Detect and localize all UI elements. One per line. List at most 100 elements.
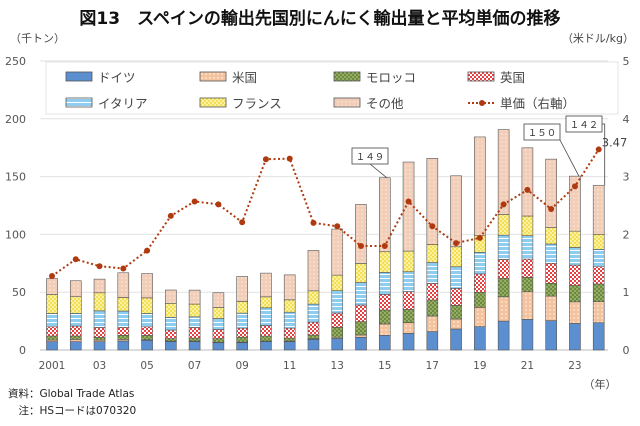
bar-segment: [236, 312, 248, 329]
y-tick-label: 100: [5, 228, 26, 241]
bar-segment: [545, 282, 557, 297]
bar-segment: [545, 320, 557, 351]
y2-tick-label: 4: [623, 113, 630, 126]
bar-segment: [93, 337, 106, 341]
bar-segment: [331, 290, 344, 314]
callout-box: [523, 123, 561, 141]
bar-segment: [355, 263, 367, 283]
bar-segment: [402, 322, 415, 334]
bar-segment: [355, 304, 367, 322]
bar-segment: [521, 147, 534, 217]
y-tick-label: 150: [5, 171, 26, 184]
bar-segment: [260, 307, 272, 326]
bar-segment: [355, 204, 367, 264]
price-point: [286, 155, 293, 162]
bar-segment: [545, 243, 557, 264]
y2-tick-label: 2: [623, 228, 630, 241]
bar-segment: [497, 278, 510, 298]
bar-segment: [307, 303, 320, 323]
legend-label: その他: [366, 96, 404, 111]
bar-segment: [426, 331, 439, 351]
x-tick-label: 05: [140, 360, 153, 372]
bar-segment: [450, 305, 462, 320]
bar-segment: [497, 234, 510, 260]
price-point: [548, 205, 555, 212]
bar-segment: [378, 309, 391, 325]
price-point: [571, 183, 578, 190]
bar-segment: [188, 341, 201, 351]
bar-segment: [497, 296, 510, 322]
legend-swatch: [467, 71, 495, 82]
bar-segment: [474, 292, 486, 308]
y2-tick-label: 0: [623, 344, 630, 357]
bar-segment: [283, 299, 296, 313]
bar-segment: [545, 262, 557, 284]
bar-segment: [426, 299, 439, 317]
bar-segment: [141, 339, 153, 351]
legend-swatch: [199, 71, 227, 82]
bar-segment: [497, 129, 510, 215]
bar-segment: [569, 285, 581, 303]
bar-segment: [260, 272, 272, 298]
bar-segment: [450, 328, 462, 351]
chart-title: 図13 スペインの輸出先国別にんにく輸出量と平均単価の推移: [79, 9, 561, 29]
bar-segment: [474, 136, 486, 236]
bar-segment: [592, 301, 605, 324]
bar-segment: [592, 233, 605, 250]
bar-segment: [331, 274, 344, 291]
bar-segment: [426, 283, 439, 301]
x-axis-label: （年）: [584, 377, 617, 391]
bar-segment: [69, 325, 82, 337]
bar-segment: [521, 277, 534, 293]
price-point: [96, 263, 103, 270]
bar-segment: [569, 301, 581, 324]
bar-segment: [69, 339, 82, 342]
bar-segment: [355, 282, 367, 306]
bar-segment: [355, 336, 367, 351]
bar-segment: [165, 329, 177, 339]
bar-segment: [188, 289, 201, 305]
bar-segment: [426, 262, 439, 284]
bar-segment: [592, 249, 605, 267]
bar-segment: [355, 334, 367, 338]
left-axis-unit: （千トン）: [10, 32, 65, 45]
bar-segment: [141, 313, 153, 328]
bar-segment: [212, 307, 225, 319]
bar-segment: [260, 335, 272, 342]
bar-segment: [307, 321, 320, 336]
bar-segment: [260, 325, 272, 337]
callout-leader: [369, 163, 388, 179]
price-point: [49, 273, 55, 280]
price-point: [262, 156, 269, 163]
price-point: [381, 242, 388, 249]
bar-segment: [378, 177, 391, 253]
bar-segment: [569, 323, 581, 351]
bar-segment: [378, 335, 391, 351]
bar-segment: [188, 303, 201, 318]
price-point: [595, 146, 602, 153]
x-tick-label: 15: [378, 360, 391, 372]
y-tick-label: 50: [12, 286, 26, 299]
price-point: [500, 201, 507, 208]
x-tick-label: 13: [331, 360, 344, 372]
bar-segment: [450, 318, 462, 330]
bar-segment: [521, 291, 534, 320]
bar-segment: [497, 320, 510, 351]
bar-segment: [331, 312, 344, 328]
footnote-source: 資料：Global Trade Atlas: [8, 388, 135, 400]
bar-segment: [93, 292, 106, 312]
bar-segment: [69, 335, 82, 340]
bar-segment: [212, 338, 225, 343]
callout-label: １４９: [356, 152, 385, 163]
bar-segment: [46, 294, 58, 314]
bar-segment: [165, 302, 177, 318]
bar-segment: [307, 290, 320, 305]
callout-label: １４２: [570, 120, 599, 131]
bar-segment: [46, 326, 58, 337]
bar-segment: [497, 214, 510, 236]
bar-segment: [283, 311, 296, 329]
legend-swatch: [65, 71, 93, 82]
bar-segment: [521, 258, 534, 278]
legend-label: フランス: [232, 96, 282, 111]
